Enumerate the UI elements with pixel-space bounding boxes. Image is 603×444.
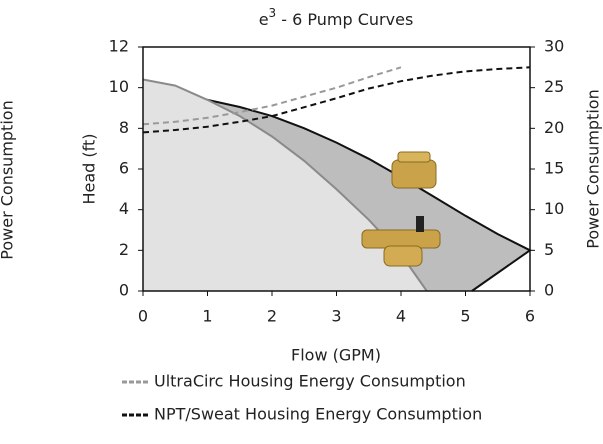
y2-tick-label: 25 [544,77,564,96]
head-curve [194,96,532,292]
y2-tick-label: 5 [544,240,554,259]
power-line [142,66,531,134]
y2-axis-label: Power Consumption [584,89,603,248]
fitting-body [361,229,441,249]
chart-title: e3 - 6 Pump Curves [259,6,414,29]
title-text: - 6 Pump Curves [276,10,413,29]
title-superscript: 3 [269,6,277,20]
area-fill [143,79,427,291]
y-tick-label: 6 [119,159,129,178]
fitting-top-cap [397,151,431,163]
fitting-illustration [361,151,441,267]
y-tick-label: 4 [119,199,129,218]
y-tick-label: 2 [119,240,129,259]
x-tick-label: 2 [267,307,277,326]
fitting-handle [416,216,424,232]
x-tick-label: 5 [460,307,470,326]
x-tick-label: 4 [396,307,406,326]
y-tick-label: 10 [109,77,129,96]
fitting-base [383,245,423,267]
left-axis-label: Power Consumption [0,100,17,259]
x-tick-label: 3 [331,307,341,326]
title-base: e [259,10,269,29]
y-tick-label: 8 [119,118,129,137]
x-tick-label: 6 [525,307,535,326]
x-tick-label: 0 [138,307,148,326]
y2-tick-label: 20 [544,118,564,137]
legend-label: UltraCirc Housing Energy Consumption [154,372,466,391]
power-line [142,66,402,126]
y-tick-label: 12 [109,37,129,56]
y-tick-label: 0 [119,281,129,300]
legend: UltraCirc Housing Energy Consumption NPT/… [122,372,482,424]
x-tick-label: 1 [202,307,212,326]
x-axis-label: Flow (GPM) [291,346,381,365]
fitting-top [391,159,437,189]
y-axis-label: Head (ft) [80,133,99,204]
y2-tick-label: 0 [544,281,554,300]
y2-tick-label: 15 [544,159,564,178]
y2-tick-label: 10 [544,199,564,218]
legend-label: NPT/Sweat Housing Energy Consumption [154,405,482,424]
y2-tick-label: 30 [544,37,564,56]
